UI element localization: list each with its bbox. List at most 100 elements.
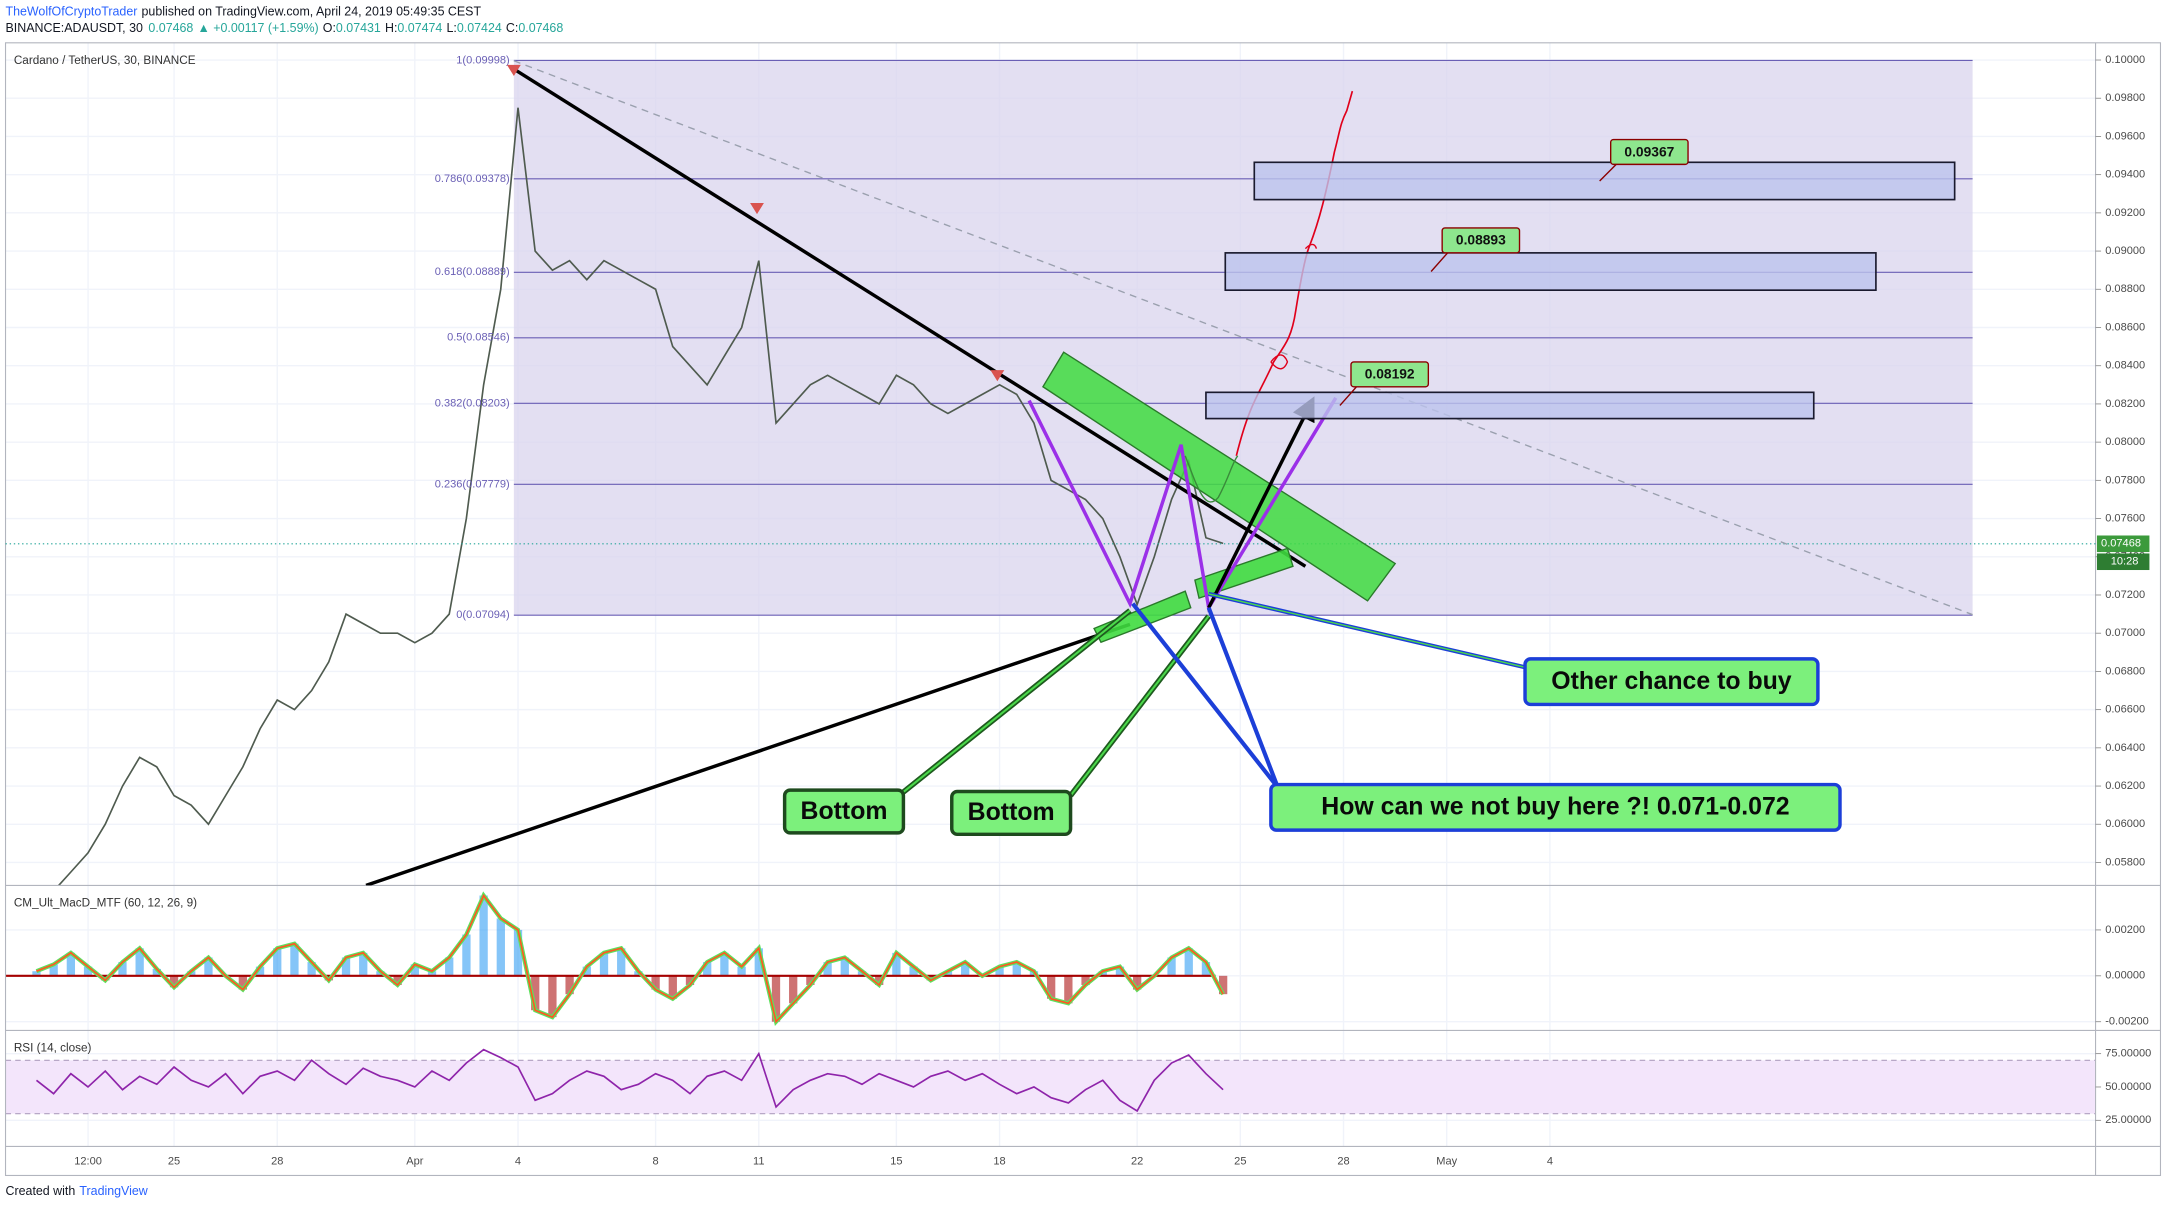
macd-bar xyxy=(135,948,144,976)
macd-bar xyxy=(720,952,729,976)
fib-label: 0(0.07094) xyxy=(456,609,509,621)
high: 0.07474 xyxy=(397,21,442,35)
target-leader xyxy=(1430,252,1449,272)
brand-link[interactable]: TradingView xyxy=(79,1184,147,1198)
macd-bar xyxy=(1167,957,1176,976)
macd-bar xyxy=(1012,962,1021,976)
pane-title: CM_Ult_MacD_MTF (60, 12, 26, 9) xyxy=(14,896,197,909)
red-scribble xyxy=(1270,243,1318,370)
macd-bar xyxy=(204,957,213,976)
target-leader xyxy=(1599,163,1617,182)
pane xyxy=(5,891,2096,1026)
macd-bar xyxy=(754,948,763,976)
macd-bar xyxy=(961,962,970,976)
callout-text: Bottom xyxy=(968,798,1055,826)
macd-bar xyxy=(995,966,1004,976)
y-tick-label: -0.00200 xyxy=(2105,1016,2149,1028)
footer: Created with TradingView xyxy=(6,1184,148,1198)
target-label: 0.08192 xyxy=(1365,366,1415,382)
created-with: Created with xyxy=(6,1184,76,1198)
series-line xyxy=(35,1048,1224,1113)
callout-text: Other chance to buy xyxy=(1551,667,1792,695)
macd-bar xyxy=(427,971,437,976)
y-tick-label: 0.10000 xyxy=(2105,54,2145,66)
buy-pointer xyxy=(1206,607,1280,789)
series-line xyxy=(36,893,1224,1024)
macd-bar xyxy=(118,962,127,976)
target-box xyxy=(1253,161,1956,201)
macd-bar xyxy=(290,943,299,976)
macd-bar xyxy=(49,964,58,976)
macd-bar xyxy=(273,948,282,976)
y-tick-label: 0.08200 xyxy=(2105,398,2145,410)
countdown-label: 10:28 xyxy=(2111,556,2139,568)
macd-bar xyxy=(1218,975,1228,995)
callout-box xyxy=(950,789,1073,837)
target-tag xyxy=(1609,138,1689,166)
fib-label: 1(0.09998) xyxy=(456,54,509,66)
x-tick-label: 25 xyxy=(1234,1156,1246,1168)
fib-label: 0.618(0.08889) xyxy=(435,266,510,278)
y-tick-label: 0.09400 xyxy=(2105,169,2145,181)
macd-bar xyxy=(32,971,41,976)
target-label: 0.09367 xyxy=(1624,143,1674,159)
macd-bar xyxy=(152,968,161,976)
macd-bar xyxy=(238,975,247,990)
x-tick-label: 22 xyxy=(1131,1156,1143,1168)
macd-bar xyxy=(806,975,815,985)
macd-bar xyxy=(1047,975,1056,999)
bottom-pointer-inner xyxy=(1069,615,1210,797)
close: 0.07468 xyxy=(518,21,563,35)
macd-bar xyxy=(479,895,488,976)
macd-bar xyxy=(840,957,849,976)
x-tick-label: Apr xyxy=(406,1156,424,1168)
macd-bar xyxy=(531,975,540,1011)
macd-bar xyxy=(341,957,351,976)
author-link[interactable]: TheWolfOfCryptoTrader xyxy=(6,5,138,19)
callout-box xyxy=(1269,782,1842,832)
macd-bar xyxy=(582,966,591,976)
macd-bar xyxy=(462,934,471,976)
macd-bar xyxy=(565,975,574,995)
macd-bar xyxy=(789,975,798,1004)
target-leader xyxy=(1339,386,1358,406)
macd-bar xyxy=(445,957,454,976)
open: 0.07431 xyxy=(336,21,381,35)
macd-bar xyxy=(617,948,626,976)
header-line: TheWolfOfCryptoTrader published on Tradin… xyxy=(6,5,482,19)
outer-frame xyxy=(4,42,2162,1177)
x-tick-label: 28 xyxy=(1337,1156,1349,1168)
macd-bar xyxy=(548,975,557,1018)
macd-bar xyxy=(651,975,660,990)
y-tick-label: 0.08600 xyxy=(2105,321,2145,333)
pane-title: RSI (14, close) xyxy=(14,1041,92,1054)
x-tick-label: 8 xyxy=(653,1156,659,1168)
macd-bar xyxy=(1081,975,1090,985)
y-tick-label: 0.00000 xyxy=(2105,970,2145,982)
y-tick-label: 0.09600 xyxy=(2105,130,2145,142)
y-tick-label: 0.06400 xyxy=(2105,742,2145,754)
macd-bar xyxy=(823,962,832,976)
y-tick-label: 0.08000 xyxy=(2105,436,2145,448)
green-curve xyxy=(1184,455,1239,503)
green-channel xyxy=(1042,351,1397,602)
down-trendline xyxy=(512,67,1307,568)
macd-bar xyxy=(1201,962,1211,976)
y-tick-label: 0.06800 xyxy=(2105,665,2145,677)
last-price-label: 0.07468 xyxy=(2101,538,2141,550)
y-tick-label: 0.06200 xyxy=(2105,780,2145,792)
macd-bar xyxy=(255,966,265,976)
macd-bar xyxy=(393,975,402,985)
countdown-tag xyxy=(2096,553,2150,571)
macd-bar xyxy=(410,964,419,976)
y-tick-label: 0.09200 xyxy=(2105,207,2145,219)
macd-bar xyxy=(1133,975,1142,990)
macd-bar xyxy=(1184,948,1193,976)
rsi-band xyxy=(5,1060,2096,1114)
y-tick-label: 0.08400 xyxy=(2105,360,2145,372)
fib-label: 0.5(0.08546) xyxy=(447,332,510,344)
c-label: C: xyxy=(506,21,518,35)
last-price-tag xyxy=(2096,535,2150,553)
